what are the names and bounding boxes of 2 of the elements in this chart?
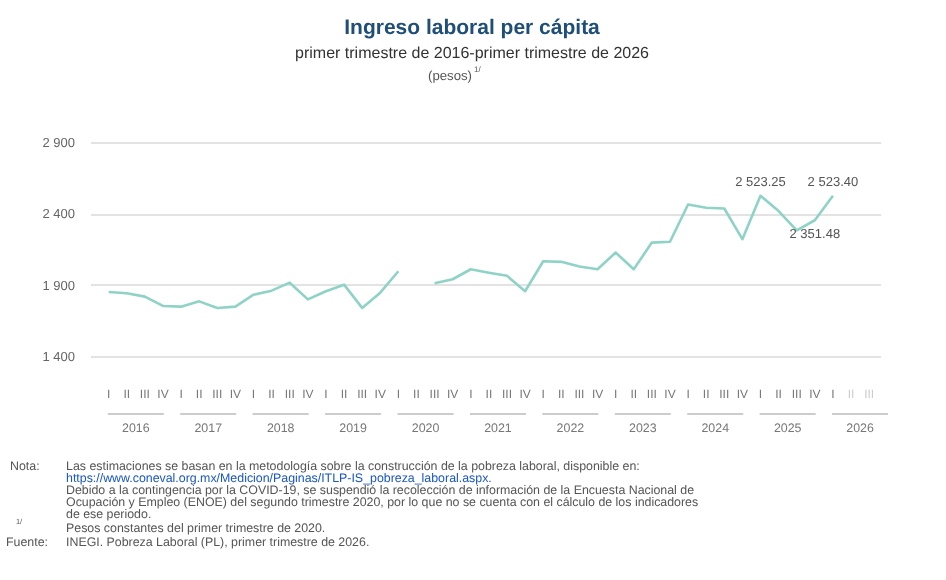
chart-title: Ingreso laboral per cápita [344, 16, 601, 40]
chart-subtitle: primer trimestre de 2016-primer trimestre de 2026 [295, 44, 651, 62]
